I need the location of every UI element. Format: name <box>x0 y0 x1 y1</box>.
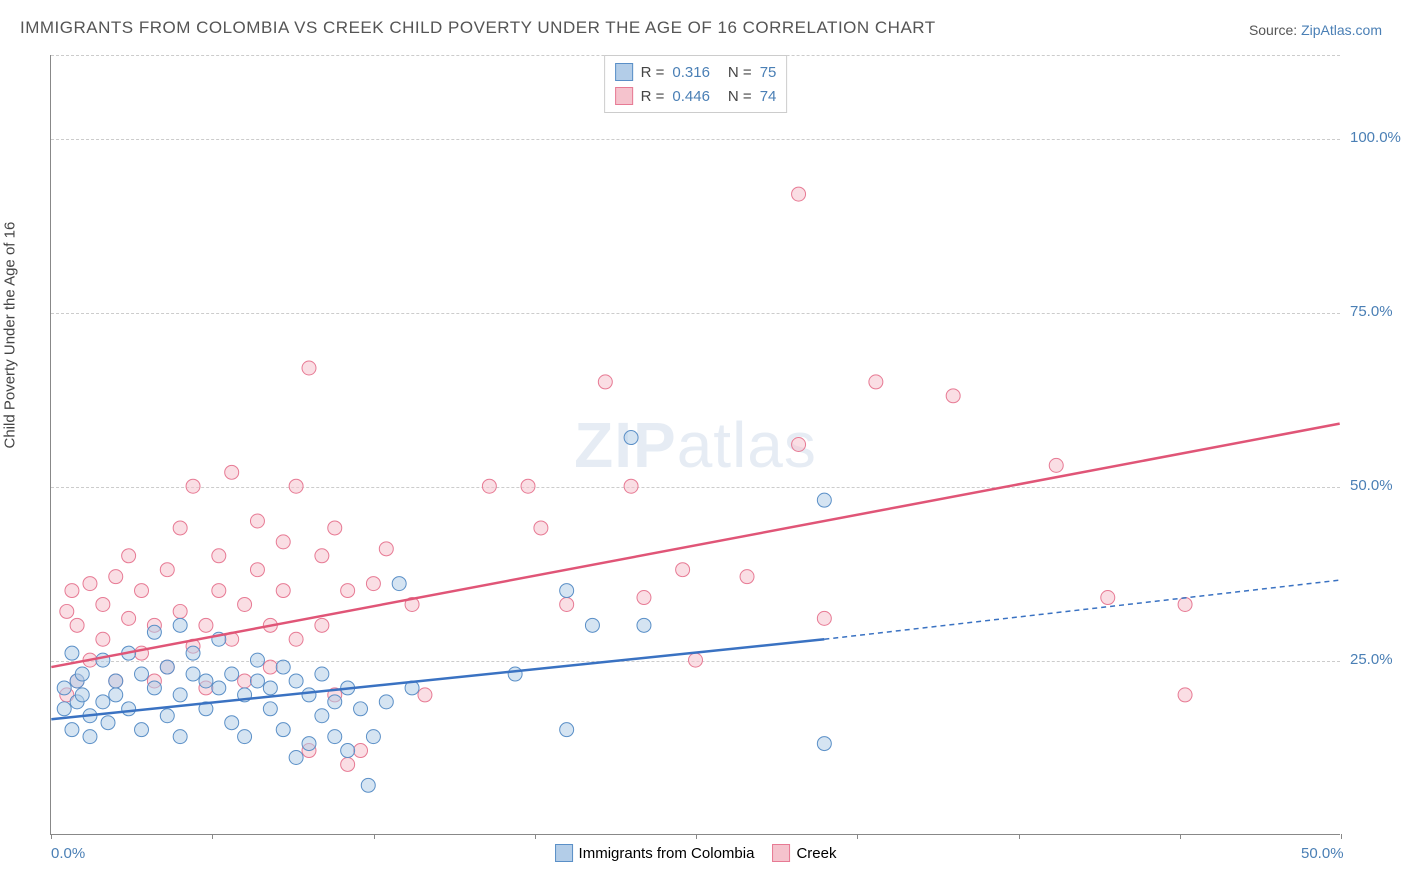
source-value: ZipAtlas.com <box>1301 22 1382 38</box>
legend-label-0: Immigrants from Colombia <box>579 845 755 862</box>
source-attribution: Source: ZipAtlas.com <box>1249 22 1382 38</box>
source-label: Source: <box>1249 22 1297 38</box>
legend-swatch-0 <box>555 844 573 862</box>
x-tick-label: 50.0% <box>1301 845 1344 862</box>
n-label: N = <box>728 88 752 105</box>
y-axis-label: Child Poverty Under the Age of 16 <box>2 222 19 449</box>
n-value-1: 74 <box>760 88 777 105</box>
stats-legend-row-1: R = 0.446 N = 74 <box>615 84 777 108</box>
legend-swatch-1 <box>772 844 790 862</box>
legend-swatch-blue <box>615 63 633 81</box>
scatter-plot-svg <box>51 55 1340 834</box>
r-value-1: 0.446 <box>672 88 710 105</box>
stats-legend: R = 0.316 N = 75 R = 0.446 N = 74 <box>604 55 788 113</box>
n-label: N = <box>728 64 752 81</box>
stats-legend-row-0: R = 0.316 N = 75 <box>615 60 777 84</box>
y-tick-label: 75.0% <box>1350 303 1406 320</box>
legend-label-1: Creek <box>796 845 836 862</box>
y-tick-label: 50.0% <box>1350 477 1406 494</box>
n-value-0: 75 <box>760 64 777 81</box>
y-tick-label: 25.0% <box>1350 651 1406 668</box>
legend-item-0: Immigrants from Colombia <box>555 844 755 862</box>
series-legend: Immigrants from Colombia Creek <box>555 844 837 862</box>
legend-item-1: Creek <box>772 844 836 862</box>
r-label: R = <box>641 88 665 105</box>
r-label: R = <box>641 64 665 81</box>
y-tick-label: 100.0% <box>1350 129 1406 146</box>
x-tick-label: 0.0% <box>51 845 85 862</box>
chart-title: IMMIGRANTS FROM COLOMBIA VS CREEK CHILD … <box>20 18 936 38</box>
legend-swatch-pink <box>615 87 633 105</box>
correlation-scatter-chart: ZIPatlas R = 0.316 N = 75 R = 0.446 N = … <box>50 55 1340 835</box>
r-value-0: 0.316 <box>672 64 710 81</box>
